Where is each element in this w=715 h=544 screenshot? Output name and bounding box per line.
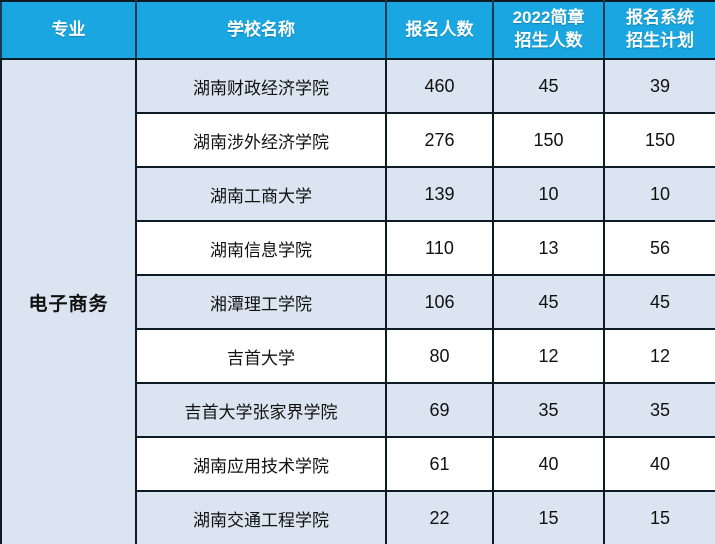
cell-system-plan: 39 (603, 58, 715, 114)
cell-brochure-plan: 13 (492, 220, 605, 276)
cell-brochure-plan: 45 (492, 58, 605, 114)
cell-brochure-plan: 15 (492, 490, 605, 544)
cell-applicants: 69 (385, 382, 494, 438)
table-row: 湖南工商大学 139 10 10 (1, 166, 715, 222)
cell-brochure-plan: 10 (492, 166, 605, 222)
cell-applicants: 110 (385, 220, 494, 276)
cell-brochure-plan: 35 (492, 382, 605, 438)
table-row: 湖南信息学院 110 13 56 (1, 220, 715, 276)
cell-brochure-plan: 45 (492, 274, 605, 330)
table-row: 电子商务 湖南财政经济学院 460 45 39 (0, 58, 715, 544)
cell-system-plan: 35 (603, 382, 715, 438)
cell-school: 湖南交通工程学院 (135, 490, 387, 544)
table-row: 湖南应用技术学院 61 40 40 (1, 436, 715, 492)
table-row: 吉首大学 80 12 12 (1, 328, 715, 384)
cell-system-plan: 15 (603, 490, 715, 544)
table-row: 吉首大学张家界学院 69 35 35 (1, 382, 715, 438)
cell-school: 湖南涉外经济学院 (135, 112, 387, 168)
cell-applicants: 80 (385, 328, 494, 384)
cell-system-plan: 40 (603, 436, 715, 492)
cell-applicants: 460 (385, 58, 494, 114)
header-row: 专业 学校名称 报名人数 2022简章 招生人数 报名系统 招生计划 (0, 0, 715, 60)
header-system-plan: 报名系统 招生计划 (603, 0, 715, 60)
header-major: 专业 (0, 0, 137, 60)
cell-school: 吉首大学 (135, 328, 387, 384)
cell-school: 湖南财政经济学院 (135, 58, 387, 114)
table-row: 湖南交通工程学院 22 15 15 (1, 490, 715, 544)
table-row: 湘潭理工学院 106 45 45 (1, 274, 715, 330)
cell-school: 湘潭理工学院 (135, 274, 387, 330)
cell-applicants: 61 (385, 436, 494, 492)
cell-school: 湖南应用技术学院 (135, 436, 387, 492)
cell-applicants: 106 (385, 274, 494, 330)
cell-system-plan: 56 (603, 220, 715, 276)
table-row: 湖南涉外经济学院 276 150 150 (1, 112, 715, 168)
header-applicants: 报名人数 (385, 0, 494, 60)
header-brochure-plan: 2022简章 招生人数 (492, 0, 605, 60)
cell-school: 吉首大学张家界学院 (135, 382, 387, 438)
cell-system-plan: 45 (603, 274, 715, 330)
cell-school: 湖南信息学院 (135, 220, 387, 276)
cell-system-plan: 150 (603, 112, 715, 168)
cell-system-plan: 10 (603, 166, 715, 222)
cell-school: 湖南工商大学 (135, 166, 387, 222)
header-school-name: 学校名称 (135, 0, 387, 60)
cell-applicants: 139 (385, 166, 494, 222)
cell-system-plan: 12 (603, 328, 715, 384)
cell-brochure-plan: 150 (492, 112, 605, 168)
major-group-cell: 电子商务 (0, 58, 137, 544)
cell-brochure-plan: 40 (492, 436, 605, 492)
cell-brochure-plan: 12 (492, 328, 605, 384)
cell-applicants: 276 (385, 112, 494, 168)
cell-applicants: 22 (385, 490, 494, 544)
